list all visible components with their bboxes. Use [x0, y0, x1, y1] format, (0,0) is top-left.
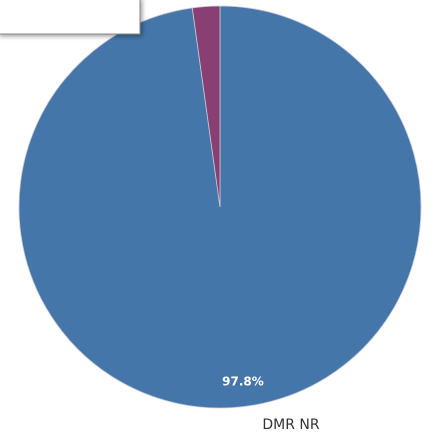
pie-slice	[191, 5, 221, 208]
pie	[18, 5, 422, 409]
category-label: DMR NR	[262, 417, 320, 433]
legend-box	[0, 0, 141, 35]
slice-label: 97.8%	[222, 375, 264, 389]
